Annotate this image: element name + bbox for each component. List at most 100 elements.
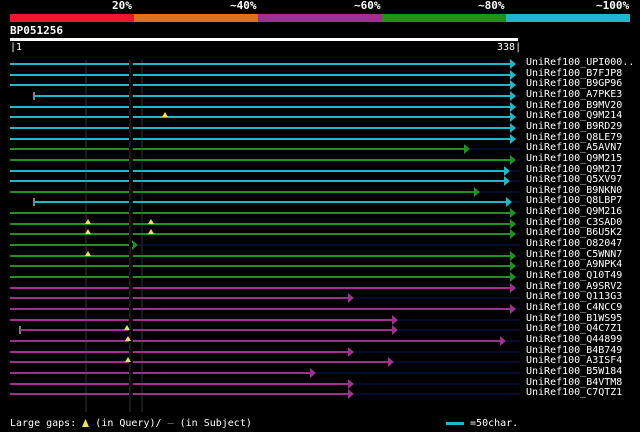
query-bar — [10, 38, 518, 41]
query-gap-marker-icon — [82, 419, 90, 427]
hit-bar[interactable] — [10, 297, 348, 299]
hit-bar[interactable] — [10, 383, 348, 385]
hit-arrow — [510, 134, 516, 144]
hit-gap-block — [129, 158, 133, 162]
hit-arrow — [392, 315, 398, 325]
hit-bar[interactable] — [10, 244, 132, 246]
legend-label-40: ~40% — [230, 0, 257, 12]
hit-label[interactable]: UniRef100_B7FJP8 — [526, 68, 623, 79]
hit-arrow — [510, 304, 516, 314]
hit-arrow — [464, 144, 470, 154]
hit-arrow — [510, 91, 516, 101]
hit-arrow — [132, 240, 138, 250]
hit-bar[interactable] — [10, 308, 510, 310]
hit-label[interactable]: UniRef100_B9RD29 — [526, 121, 623, 132]
hit-label[interactable]: UniRef100_UPI000.. — [526, 57, 635, 68]
hit-bar[interactable] — [10, 287, 510, 289]
query-gap-marker — [125, 357, 131, 362]
hit-bar[interactable] — [10, 170, 504, 172]
hit-bar[interactable] — [10, 223, 510, 225]
hit-bar[interactable] — [10, 393, 348, 395]
hit-label[interactable]: UniRef100_Q9M214 — [526, 110, 623, 121]
hit-arrow — [388, 357, 394, 367]
hit-gap-block — [129, 328, 133, 332]
hit-label[interactable]: UniRef100_A9SRV2 — [526, 281, 623, 292]
legend-label-100: ~100% — [596, 0, 630, 12]
hit-gap-block — [129, 62, 133, 66]
scale-legend: =50char. — [446, 418, 518, 429]
hit-gap-block — [129, 211, 133, 215]
hit-arrow — [510, 80, 516, 90]
hit-gap-block — [129, 307, 133, 311]
hit-label[interactable]: UniRef100_Q8LE79 — [526, 132, 623, 143]
hit-label[interactable]: UniRef100_Q10T49 — [526, 270, 623, 281]
hit-label[interactable]: UniRef100_A5AVN7 — [526, 142, 623, 153]
hit-label[interactable]: UniRef100_B6U5K2 — [526, 227, 623, 238]
hit-bar[interactable] — [10, 340, 500, 342]
hit-bar[interactable] — [10, 74, 510, 76]
hit-bar[interactable] — [10, 319, 392, 321]
hit-label[interactable]: UniRef100_Q44899 — [526, 334, 623, 345]
hit-arrow — [510, 123, 516, 133]
hit-bar[interactable] — [10, 233, 510, 235]
hit-label[interactable]: UniRef100_C7QTZ1 — [526, 387, 623, 398]
hit-label[interactable]: UniRef100_A3ISF4 — [526, 355, 623, 366]
hit-label[interactable]: UniRef100_B4B749 — [526, 345, 623, 356]
hit-label[interactable]: UniRef100_Q9M217 — [526, 164, 623, 175]
hit-label[interactable]: UniRef100_B5W184 — [526, 366, 623, 377]
hit-gap-block — [129, 94, 133, 98]
hit-bar[interactable] — [10, 180, 504, 182]
hit-bar[interactable] — [10, 63, 510, 65]
hit-label[interactable]: UniRef100_A9NPK4 — [526, 259, 623, 270]
query-gap-marker — [124, 325, 130, 330]
hit-label[interactable]: UniRef100_Q113G3 — [526, 291, 623, 302]
hit-label[interactable]: UniRef100_Q5XV97 — [526, 174, 623, 185]
hit-label[interactable]: UniRef100_B1WS95 — [526, 313, 623, 324]
hit-label[interactable]: UniRef100_O82047 — [526, 238, 623, 249]
hit-bar[interactable] — [20, 329, 392, 331]
hit-bar[interactable] — [10, 191, 474, 193]
hit-bar[interactable] — [10, 361, 388, 363]
hit-gap-block — [129, 286, 133, 290]
hit-bar[interactable] — [10, 159, 510, 161]
hit-label[interactable]: UniRef100_Q9M215 — [526, 153, 623, 164]
hit-bar[interactable] — [10, 372, 310, 374]
hit-label[interactable]: UniRef100_C5WNN7 — [526, 249, 623, 260]
hit-bar[interactable] — [10, 276, 510, 278]
hit-label[interactable]: UniRef100_B4VTM8 — [526, 377, 623, 388]
hit-bar[interactable] — [10, 138, 510, 140]
hit-label[interactable]: UniRef100_B9NKN0 — [526, 185, 623, 196]
hit-label[interactable]: UniRef100_B9GP96 — [526, 78, 623, 89]
hit-bar[interactable] — [10, 127, 510, 129]
hit-label[interactable]: UniRef100_Q8LBP7 — [526, 195, 623, 206]
hit-bar[interactable] — [10, 148, 464, 150]
hit-bar[interactable] — [10, 265, 510, 267]
hit-gap-block — [129, 83, 133, 87]
hit-label[interactable]: UniRef100_Q9M216 — [526, 206, 623, 217]
hit-label[interactable]: UniRef100_B9MV20 — [526, 100, 623, 111]
hit-label[interactable]: UniRef100_Q4C7Z1 — [526, 323, 623, 334]
hit-arrow — [506, 197, 512, 207]
hit-bar[interactable] — [10, 106, 510, 108]
hit-bar[interactable] — [34, 95, 510, 97]
query-gap-marker — [148, 229, 154, 234]
hit-label[interactable]: UniRef100_C3SAD0 — [526, 217, 623, 228]
hit-bar[interactable] — [10, 84, 510, 86]
scale-legend-label: =50char. — [470, 418, 519, 429]
legend-band-40 — [134, 14, 258, 22]
hit-bar[interactable] — [10, 351, 348, 353]
hit-arrow — [510, 70, 516, 80]
query-end-tick: 338| — [497, 42, 522, 53]
hit-label[interactable]: UniRef100_C4NCC9 — [526, 302, 623, 313]
hit-gap-block — [129, 200, 133, 204]
hit-label[interactable]: UniRef100_A7PKE3 — [526, 89, 623, 100]
hit-arrow — [504, 176, 510, 186]
hit-arrow — [348, 347, 354, 357]
hit-arrow — [510, 229, 516, 239]
query-gap-marker — [85, 251, 91, 256]
hit-bar[interactable] — [34, 201, 506, 203]
hit-bar[interactable] — [10, 212, 510, 214]
hit-arrow — [510, 261, 516, 271]
hit-bar[interactable] — [10, 116, 510, 118]
hit-bar[interactable] — [10, 255, 510, 257]
